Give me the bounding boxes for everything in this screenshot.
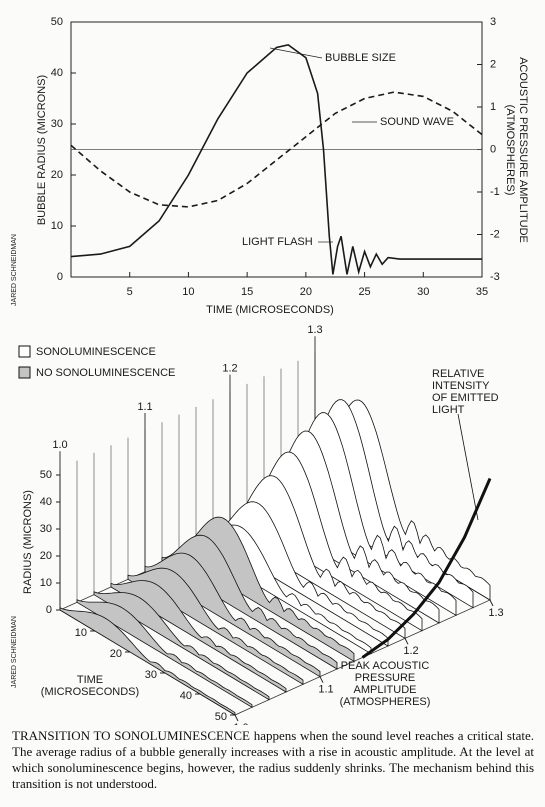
p-tick-label: 1.0 — [233, 722, 248, 725]
y2-axis-label: ACOUSTIC PRESSURE AMPLITUDE — [517, 57, 529, 243]
p-tick-label: 1.3 — [307, 324, 322, 336]
credit: JARED SCHNEIDMAN — [11, 234, 18, 306]
slice — [178, 516, 355, 663]
y2-tick-label: 2 — [490, 58, 496, 70]
y-tick-label: 50 — [40, 469, 52, 481]
intensity-label: LIGHT — [432, 404, 465, 416]
y2-tick-label: -2 — [490, 228, 500, 240]
p-tick-label: 1.1 — [137, 401, 152, 413]
y-tick-label: 20 — [40, 550, 52, 562]
legend-label: SONOLUMINESCENCE — [36, 346, 156, 358]
slice — [127, 567, 304, 686]
intensity-line — [361, 477, 492, 659]
p-tick-label: 1.0 — [52, 439, 67, 451]
t-tick-label: 20 — [110, 648, 122, 660]
slice — [246, 451, 423, 632]
series-line — [70, 91, 483, 208]
pressure-label: (ATMOSPHERES) — [340, 696, 431, 708]
series-label: BUBBLE SIZE — [325, 52, 396, 64]
x-tick-label: 5 — [127, 286, 133, 298]
label-leader — [269, 47, 323, 59]
y-tick-label: 30 — [51, 118, 63, 130]
y2-tick-label: -3 — [490, 271, 500, 283]
p-tick-label: 1.3 — [488, 607, 503, 619]
caption-text: happens when the sound level reaches a c… — [12, 728, 535, 791]
y-tick-label: 0 — [57, 271, 63, 283]
time-label: TIME — [77, 674, 103, 686]
figure: 5 10 15 20 25 30 35 0 10 20 30 40 50 -3 -2 -1 0 1 2 3 BUBBLE… — [11, 16, 529, 734]
y-tick-label: 10 — [40, 577, 52, 589]
t-tick-label: 40 — [180, 690, 192, 702]
t-tick-label: 30 — [145, 669, 157, 681]
y2-tick-label: 0 — [490, 143, 496, 155]
p-tick-label: 1.1 — [318, 684, 333, 696]
legend-swatch — [18, 345, 31, 358]
p-tick-front — [404, 638, 409, 645]
x-axis-label: TIME (MICROSECONDS) — [206, 304, 334, 316]
p-tick-label: 1.2 — [222, 363, 237, 375]
slice — [76, 599, 253, 709]
y2-tick-label: 3 — [490, 16, 496, 28]
time-label: (MICROSECONDS) — [41, 686, 139, 698]
slice — [212, 501, 389, 647]
x-tick-label: 25 — [358, 286, 370, 298]
legend-swatch — [18, 366, 31, 379]
y2-tick-label: 1 — [490, 101, 496, 113]
intensity-label: INTENSITY — [432, 380, 490, 392]
y-axis-label: BUBBLE RADIUS (MICRONS) — [36, 75, 48, 225]
annotation: LIGHT FLASH — [242, 236, 313, 248]
p-tick-label: 1.2 — [403, 645, 418, 657]
y-tick-label: 40 — [40, 496, 52, 508]
x-tick-label: 35 — [476, 286, 488, 298]
intensity-leader — [457, 413, 479, 521]
series-line — [70, 44, 482, 276]
y2-tick-label: -1 — [490, 186, 500, 198]
intensity-label: RELATIVE — [432, 368, 484, 380]
p-tick-front — [489, 599, 494, 607]
slice — [161, 534, 338, 670]
slice — [93, 591, 270, 701]
y-tick-label: 20 — [51, 169, 63, 181]
y-tick-label: 30 — [40, 523, 52, 535]
t-tick-label: 50 — [215, 711, 227, 723]
legend-label: NO SONOLUMINESCENCE — [36, 367, 175, 379]
y-tick-label: 0 — [46, 604, 52, 616]
p-tick-front — [234, 714, 239, 722]
pressure-label: PRESSURE — [355, 672, 416, 684]
slice — [59, 607, 236, 716]
series-label: SOUND WAVE — [380, 116, 454, 128]
y-tick-label: 10 — [51, 220, 63, 232]
caption: TRANSITION TO SONOLUMINESCENCE happens w… — [12, 728, 534, 792]
p-tick-front — [319, 676, 324, 683]
y-axis-label: RADIUS (MICRONS) — [22, 490, 34, 594]
slice — [144, 552, 321, 678]
pressure-label: PEAK ACOUSTIC — [341, 660, 430, 672]
credit: JARED SCHNEIDMAN — [11, 616, 18, 688]
x-tick-label: 15 — [241, 286, 253, 298]
t-tick-label: 10 — [75, 627, 87, 639]
y2-axis-label: (ATMOSPHERES) — [504, 105, 516, 196]
y-tick-label: 50 — [51, 16, 63, 28]
y-tick-label: 40 — [51, 67, 63, 79]
x-tick-label: 30 — [417, 286, 429, 298]
pressure-label: AMPLITUDE — [354, 684, 417, 696]
caption-lead: TRANSITION TO SONOLUMINESCENCE — [12, 728, 250, 743]
slice — [229, 475, 406, 640]
intensity-label: OF EMITTED — [432, 392, 499, 404]
slice — [110, 580, 287, 693]
x-tick-label: 10 — [182, 286, 194, 298]
x-tick-label: 20 — [300, 286, 312, 298]
